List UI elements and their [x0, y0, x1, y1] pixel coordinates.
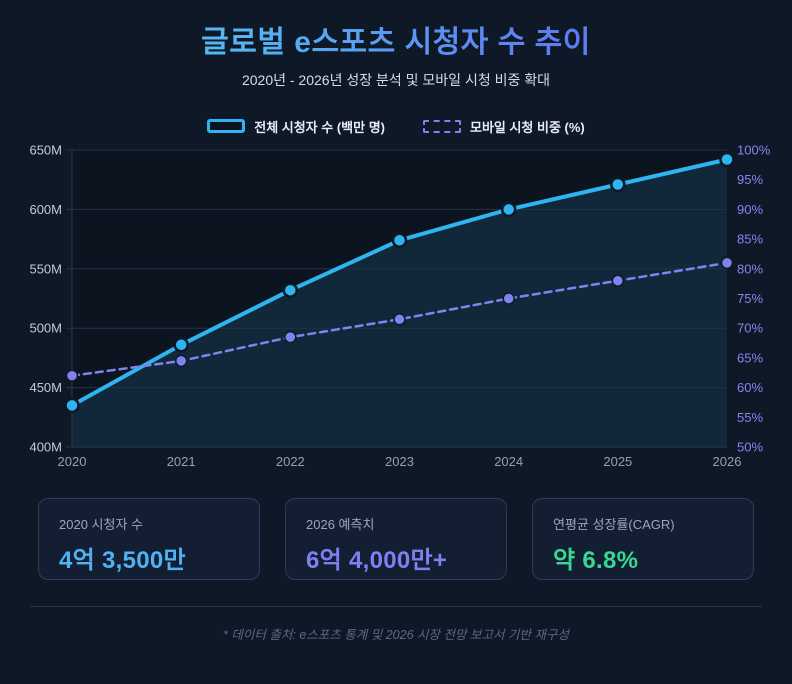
stat-label: 2026 예측치 [306, 517, 375, 532]
viewers-data-point[interactable] [64, 397, 80, 414]
mobile-share-data-point[interactable] [611, 274, 625, 287]
plot-area [72, 150, 727, 447]
left-axis-tick-label: 550M [29, 261, 62, 276]
mobile-share-data-point[interactable] [174, 354, 188, 368]
mobile-share-data-point[interactable] [502, 292, 515, 305]
right-axis-tick-label: 65% [737, 350, 763, 365]
right-axis-tick-label: 70% [737, 321, 763, 336]
page-subtitle: 2020년 - 2026년 성장 분석 및 모바일 시청 비중 확대 [241, 72, 551, 88]
viewers-data-point[interactable] [173, 337, 189, 353]
x-axis-tick-label: 2026 [713, 454, 742, 469]
right-axis-tick-label: 90% [737, 202, 763, 217]
x-axis-tick-label: 2025 [603, 454, 632, 469]
left-axis-tick-label: 400M [29, 440, 62, 455]
solid-line-swatch-icon [207, 119, 246, 133]
viewers-data-point[interactable] [500, 201, 517, 218]
right-axis-tick-label: 95% [737, 172, 763, 187]
stat-card-2020-viewers: 2020 시청자 수 4억 3,500만 [38, 498, 260, 580]
mobile-share-data-point[interactable] [720, 256, 734, 270]
stat-value: 6억 4,000만+ [306, 547, 448, 574]
left-axis-tick-label: 650M [29, 143, 62, 158]
stat-value: 약 6.8% [553, 547, 639, 574]
stat-cards: 2020 시청자 수 4억 3,500만 2026 예측치 6억 4,000만+… [0, 498, 792, 580]
viewers-area-fill [72, 159, 727, 447]
right-axis-tick-label: 80% [737, 261, 763, 276]
right-axis-tick-label: 55% [737, 410, 763, 425]
right-axis-tick-label: 85% [737, 232, 763, 247]
right-axis-tick-label: 100% [737, 143, 771, 158]
dashed-line-swatch-icon [422, 119, 461, 133]
line-chart-canvas[interactable]: 650M 600M 550M 500M 450M 400M 100% 95% 90% 85% 80%… [0, 140, 792, 472]
viewers-data-point[interactable] [391, 232, 408, 249]
x-axis-tick-label: 2024 [494, 454, 523, 469]
legend-item-total-viewers[interactable]: 전체 시청자 수 (백만 명) [207, 117, 385, 136]
mobile-share-data-point[interactable] [284, 330, 297, 344]
right-axis-tick-label: 75% [737, 291, 763, 306]
x-axis-tick-label: 2022 [276, 454, 305, 469]
right-axis-tick-label: 50% [737, 440, 763, 455]
footer-divider [30, 606, 762, 607]
left-axis-tick-label: 450M [29, 380, 62, 395]
header: 글로벌 e스포츠 시청자 수 추이 2020년 - 2026년 성장 분석 및 … [0, 0, 792, 90]
data-source-note: * 데이터 출처: e스포츠 통계 및 2026 시장 전망 보고서 기반 재구… [223, 628, 569, 642]
mobile-share-data-point[interactable] [393, 313, 406, 326]
mobile-share-data-point[interactable] [65, 369, 79, 382]
stat-value: 4억 3,500만 [59, 547, 186, 574]
page-title: 글로벌 e스포츠 시청자 수 추이 [201, 24, 591, 62]
stat-label: 연평균 성장률(CAGR) [553, 517, 675, 532]
right-axis-tick-label: 60% [737, 380, 763, 395]
left-axis-tick-label: 500M [29, 321, 62, 336]
left-axis-tick-label: 600M [29, 202, 62, 217]
legend-item-mobile-share[interactable]: 모바일 시청 비중 (%) [422, 117, 585, 136]
viewers-data-point[interactable] [282, 282, 299, 298]
stat-card-2026-forecast: 2026 예측치 6억 4,000만+ [285, 498, 507, 580]
legend-label: 모바일 시청 비중 (%) [469, 119, 585, 135]
stat-label: 2020 시청자 수 [59, 517, 143, 532]
viewers-data-point[interactable] [719, 151, 735, 168]
viewers-data-point[interactable] [610, 176, 626, 193]
x-axis-tick-label: 2021 [167, 454, 196, 469]
x-axis-tick-label: 2023 [385, 454, 414, 469]
x-axis-tick-label: 2020 [58, 454, 87, 469]
stat-card-cagr: 연평균 성장률(CAGR) 약 6.8% [532, 498, 754, 580]
legend-label: 전체 시청자 수 (백만 명) [254, 119, 385, 135]
chart-legend: 전체 시청자 수 (백만 명) 모바일 시청 비중 (%) [0, 116, 792, 136]
